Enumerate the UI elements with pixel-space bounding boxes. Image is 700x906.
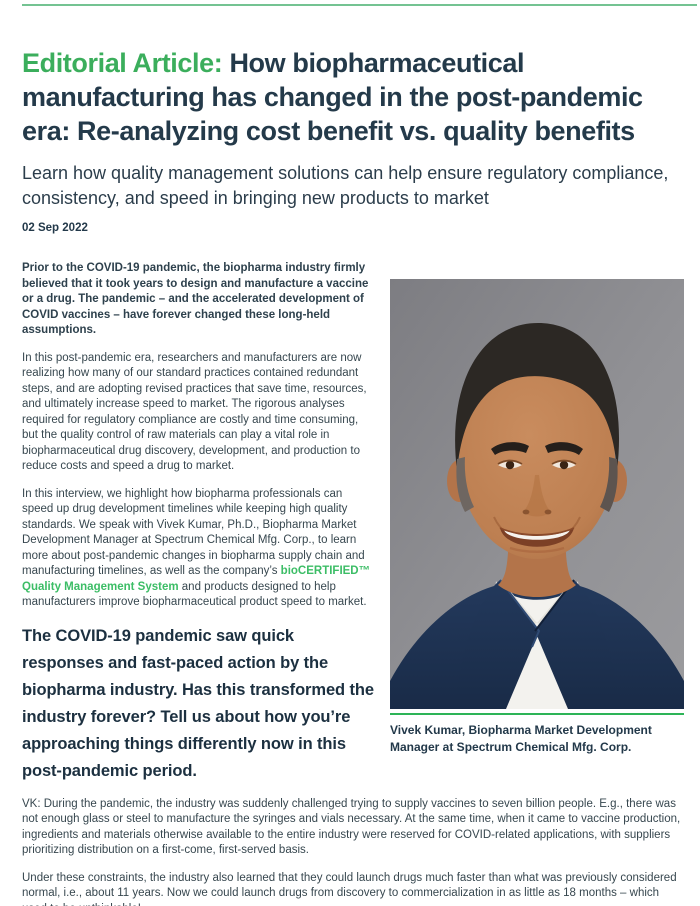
answer-paragraph-2: Under these constraints, the industry al… xyxy=(22,871,677,906)
page-title: Editorial Article: How biopharmaceutical… xyxy=(22,46,684,148)
intro-paragraph: Prior to the COVID-19 pandemic, the biop… xyxy=(22,262,369,336)
photo-caption: Vivek Kumar, Biopharma Market Developmen… xyxy=(390,723,652,754)
answer-paragraph-1: VK: During the pandemic, the industry wa… xyxy=(22,797,681,857)
author-photo-figure: Vivek Kumar, Biopharma Market Developmen… xyxy=(390,279,684,756)
paragraph-interview-text-after: and products designed to help manufactur… xyxy=(22,580,367,609)
paragraph-standard-practices: In this post-pandemic era, researchers a… xyxy=(22,351,367,473)
top-accent-rule xyxy=(22,4,697,6)
page-title-main: How biopharmaceutical manufacturing has … xyxy=(22,48,643,146)
page-subtitle: Learn how quality management solutions c… xyxy=(22,163,669,208)
publish-date: 02 Sep 2022 xyxy=(22,222,88,234)
caption-divider xyxy=(390,713,684,715)
biocertified-link[interactable]: bioCERTIFIED™ Quality Management System xyxy=(22,565,371,593)
article-body: Vivek Kumar, Biopharma Market Developmen… xyxy=(22,261,684,906)
author-photo xyxy=(390,279,684,709)
interview-question-heading: The COVID-19 pandemic saw quick response… xyxy=(22,626,374,780)
paragraph-interview: In this interview, we highlight how biop… xyxy=(22,487,684,611)
paragraph-interview-text-before: In this interview, we highlight how biop… xyxy=(22,487,365,578)
page-title-accent: Editorial Article: xyxy=(22,48,230,78)
